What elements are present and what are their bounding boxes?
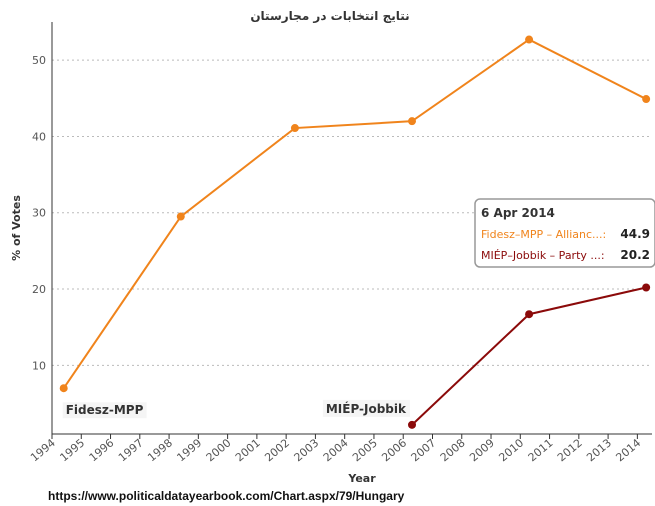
x-tick-label: 1995 [57,436,87,464]
series-label-bg [322,399,411,417]
x-tick-label: 1998 [145,436,175,464]
chart-title: نتایج انتخابات در مجارستان [250,9,409,23]
tooltip-row: MIÉP–Jobbik – Party ...: [481,249,605,262]
series-line [62,38,647,389]
y-tick-label: 50 [32,54,46,67]
x-tick-label: 2000 [204,436,234,464]
point [525,310,534,319]
point [176,212,185,221]
x-tick-label: 2002 [262,436,292,464]
point [408,117,416,126]
x-tick-label: 1996 [87,436,117,464]
tooltip-value: 20.2 [620,248,650,262]
point [408,420,416,429]
x-tick-label: 2003 [292,436,322,464]
x-axis-label: Year [347,472,376,485]
series-label: Fidesz-MPP [66,403,144,417]
point [642,95,651,104]
x-tick-label: 2010 [496,436,526,464]
source: https://www.politicaldatayearbook.com/Ch… [48,489,405,503]
x-tick-label: 1994 [28,436,58,464]
point [642,283,651,292]
series-line [411,286,647,426]
x-tick-label: 1999 [174,436,204,464]
x-tick-label: 2007 [409,436,439,464]
x-tick-label: 2005 [350,436,380,464]
tooltip-row: Fidesz–MPP – Allianc...: [481,228,606,241]
tooltip-value: 44.9 [620,227,650,241]
tooltip-title: 6 Apr 2014 [481,206,555,220]
tooltip-box [474,198,655,268]
y-tick-label: 40 [32,130,46,143]
x-tick-label: 1997 [116,436,146,464]
x-tick-label: 2012 [555,436,585,464]
point [59,384,68,393]
y-axis-label: % of Votes [10,195,23,261]
series-label: MIÉP-Jobbik [326,401,407,416]
x-tick-label: 2011 [526,436,556,464]
x-tick-label: 2006 [379,436,409,464]
x-tick-label: 2013 [584,436,614,464]
tooltip: 6 Apr 2014 Fidesz–MPP – Allianc...: 44.9 MI… [474,198,655,268]
x-tick-label: 2001 [233,436,263,464]
point [525,35,534,44]
x-tick-label: 2009 [467,436,497,464]
point [290,124,299,133]
x-tick-label: 2004 [321,436,351,464]
y-tick-label: 30 [32,207,46,220]
x-tick-label: 2008 [438,436,468,464]
y-tick-label: 10 [32,359,46,372]
series-label-bg [62,402,147,419]
y-tick-label: 20 [32,283,46,296]
x-tick-label: 2014 [613,436,643,464]
